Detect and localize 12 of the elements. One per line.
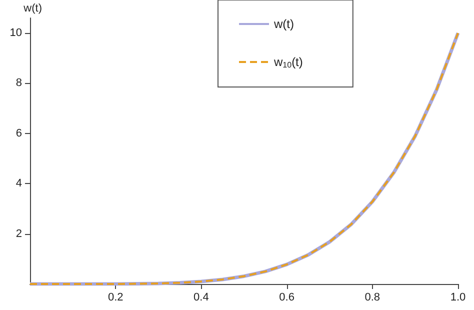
y-tick-label: 8 (16, 77, 22, 90)
x-tick-label: 1.0 (450, 292, 466, 304)
y-tick-label: 4 (16, 178, 22, 190)
x-tick-label: 0.2 (108, 292, 124, 304)
x-tick-label: 0.6 (279, 292, 294, 304)
x-tick-label: 0.8 (364, 292, 380, 304)
y-tick-label: 10 (10, 27, 22, 40)
y-axis-title: w(t) (22, 2, 42, 14)
x-tick-label: 0.4 (194, 292, 209, 304)
y-tick-label: 2 (16, 228, 22, 240)
legend-label: w(t) (273, 17, 294, 31)
y-tick-label: 6 (16, 127, 22, 140)
